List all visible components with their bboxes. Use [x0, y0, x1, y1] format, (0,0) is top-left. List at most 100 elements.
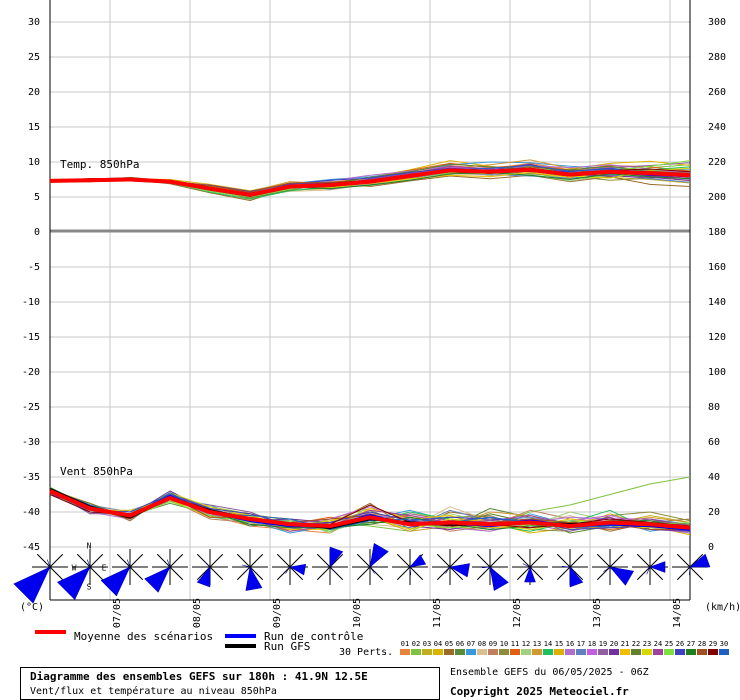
y-tick-label: -5	[28, 262, 40, 273]
compass-n: N	[87, 542, 92, 551]
x-tick-label: 12/05	[512, 598, 523, 628]
pert-name: 22	[632, 640, 640, 648]
rose-spoke	[529, 553, 544, 568]
pert-name: 12	[522, 640, 530, 648]
y2-tick-label: 260	[708, 87, 726, 98]
y-tick-label: -35	[22, 472, 40, 483]
wind-roses	[13, 542, 711, 604]
rose-spoke	[649, 553, 664, 568]
rose-spoke	[249, 566, 264, 581]
rose-spoke	[289, 553, 304, 568]
y-tick-label: 0	[34, 227, 40, 238]
y-tick-label: -15	[22, 332, 40, 343]
pert-name: 11	[511, 640, 519, 648]
y2-tick-label: 280	[708, 52, 726, 63]
pert-swatch	[499, 649, 509, 655]
pert-swatch	[686, 649, 696, 655]
rose-wedge	[100, 559, 131, 597]
rose-spoke	[236, 566, 251, 581]
pert-name: 28	[698, 640, 706, 648]
y-tick-label: -30	[22, 437, 40, 448]
rose-spoke	[169, 566, 184, 581]
rose-spoke	[516, 566, 531, 581]
pert-name: 06	[456, 640, 464, 648]
pert-swatch	[510, 649, 520, 655]
y-tick-label: -10	[22, 297, 40, 308]
rose-wedge	[562, 566, 584, 588]
y-tick-label: 30	[28, 17, 40, 28]
rose-spoke	[89, 553, 104, 568]
pert-swatch	[488, 649, 498, 655]
rose-wedge	[144, 559, 171, 593]
rose-wedge	[409, 554, 427, 575]
rose-spoke	[556, 553, 571, 568]
rose-spoke	[36, 553, 51, 568]
pert-swatch	[587, 649, 597, 655]
series-line	[49, 492, 691, 532]
rose-spoke	[369, 566, 384, 581]
x-tick-label: 07/05	[112, 598, 123, 628]
pert-name: 02	[412, 640, 420, 648]
pert-name: 07	[467, 640, 475, 648]
rose-spoke	[396, 553, 411, 568]
pert-name: 14	[544, 640, 552, 648]
y-tick-label: 25	[28, 52, 40, 63]
rose-spoke	[209, 566, 224, 581]
rose-spoke	[236, 553, 251, 568]
y-tick-label: 15	[28, 122, 40, 133]
series-line	[49, 488, 691, 530]
rose-wedge	[242, 564, 263, 591]
rose-spoke	[129, 553, 144, 568]
rose-spoke	[489, 553, 504, 568]
pert-name: 16	[566, 640, 574, 648]
x-tick-label: 10/05	[352, 598, 363, 628]
rose-spoke	[356, 553, 371, 568]
y2-tick-label: 100	[708, 367, 726, 378]
rose-spoke	[249, 553, 264, 568]
y2-tick-label: 160	[708, 262, 726, 273]
rose-spoke	[329, 553, 344, 568]
rose-spoke	[276, 566, 291, 581]
y2-tick-label: 180	[708, 227, 726, 238]
y-tick-label: 5	[34, 192, 40, 203]
chart-subtitle: Vent/flux et température au niveau 850hP…	[30, 685, 277, 697]
pert-name: 23	[643, 640, 651, 648]
rose-spoke	[529, 566, 544, 581]
pert-swatch	[433, 649, 443, 655]
legend-perts: 30 Perts.	[339, 647, 393, 658]
compass-e: E	[102, 564, 107, 573]
x-tick-label: 08/05	[192, 598, 203, 628]
pert-swatch	[477, 649, 487, 655]
pert-swatch	[719, 649, 729, 655]
chart-title: Diagramme des ensembles GEFS sur 180h : …	[30, 670, 368, 683]
run-info: Ensemble GEFS du 06/05/2025 - 06Z	[450, 667, 649, 678]
rose-spoke	[596, 553, 611, 568]
y2-tick-label: 120	[708, 332, 726, 343]
y2-tick-label: 80	[708, 402, 720, 413]
rose-spoke	[649, 566, 664, 581]
y2-tick-label: 300	[708, 17, 726, 28]
rose-spoke	[89, 566, 104, 581]
pert-name: 17	[577, 640, 585, 648]
x-tick-label: 13/05	[592, 598, 603, 628]
pert-name: 04	[434, 640, 442, 648]
pert-name: 24	[654, 640, 662, 648]
pert-name: 01	[401, 640, 409, 648]
pert-swatch	[642, 649, 652, 655]
rose-spoke	[49, 553, 64, 568]
pert-name: 05	[445, 640, 453, 648]
rose-spoke	[436, 566, 451, 581]
y-tick-label: 10	[28, 157, 40, 168]
pert-swatch	[708, 649, 718, 655]
y2-tick-label: 220	[708, 157, 726, 168]
compass-s: S	[87, 583, 92, 592]
y-tick-label: -45	[22, 542, 40, 553]
rose-wedge	[603, 566, 635, 586]
rose-spoke	[76, 553, 91, 568]
rose-spoke	[449, 553, 464, 568]
rose-wedge	[369, 542, 389, 574]
rose-spoke	[676, 553, 691, 568]
x-tick-label: 09/05	[272, 598, 283, 628]
rose-spoke	[476, 566, 491, 581]
